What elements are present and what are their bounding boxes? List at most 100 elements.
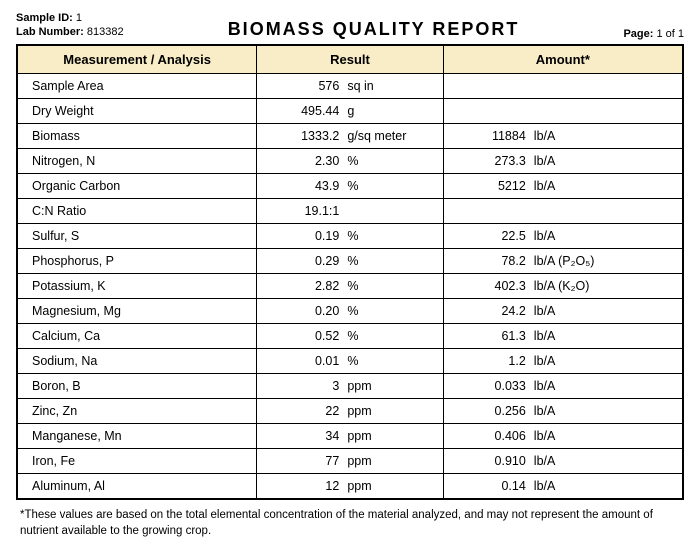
cell-amount-value: 402.3 [443,274,530,299]
cell-result-value: 0.29 [257,249,344,274]
cell-result-unit: sq in [343,74,443,99]
table-row: C:N Ratio19.1:1 [17,199,683,224]
cell-amount-unit: lb/A (P₂O₅) [530,249,683,274]
cell-amount-unit: lb/A [530,174,683,199]
cell-amount-unit: lb/A [530,424,683,449]
cell-amount-value: 24.2 [443,299,530,324]
table-row: Biomass1333.2g/sq meter11884lb/A [17,124,683,149]
cell-result-unit: % [343,249,443,274]
cell-result-value: 495.44 [257,99,344,124]
cell-measurement: Iron, Fe [17,449,257,474]
cell-result-unit: ppm [343,449,443,474]
cell-result-value: 2.82 [257,274,344,299]
cell-measurement: Magnesium, Mg [17,299,257,324]
header-right: Page: 1 of 1 [623,28,684,40]
cell-measurement: Boron, B [17,374,257,399]
cell-measurement: Sulfur, S [17,224,257,249]
cell-amount-unit: lb/A [530,224,683,249]
cell-amount-unit: lb/A [530,124,683,149]
cell-measurement: Calcium, Ca [17,324,257,349]
table-row: Potassium, K2.82%402.3lb/A (K₂O) [17,274,683,299]
cell-amount-unit [530,74,683,99]
sample-id-value: 1 [76,12,82,24]
cell-measurement: Zinc, Zn [17,399,257,424]
cell-result-unit: % [343,174,443,199]
cell-measurement: Nitrogen, N [17,149,257,174]
report-header: Sample ID: 1 Lab Number: 813382 BIOMASS … [16,12,684,40]
cell-measurement: Phosphorus, P [17,249,257,274]
cell-amount-value: 61.3 [443,324,530,349]
report-table: Measurement / Analysis Result Amount* Sa… [16,44,684,500]
cell-result-value: 77 [257,449,344,474]
table-row: Organic Carbon43.9%5212lb/A [17,174,683,199]
cell-result-unit: ppm [343,399,443,424]
cell-result-value: 12 [257,474,344,500]
cell-amount-value: 0.910 [443,449,530,474]
cell-measurement: C:N Ratio [17,199,257,224]
col-header-amount: Amount* [443,45,683,74]
cell-result-unit: ppm [343,424,443,449]
cell-result-unit: % [343,349,443,374]
sample-id-label: Sample ID: [16,12,73,24]
cell-amount-value [443,199,530,224]
cell-result-unit: ppm [343,374,443,399]
table-row: Sample Area576sq in [17,74,683,99]
cell-result-unit [343,199,443,224]
cell-result-value: 0.20 [257,299,344,324]
cell-amount-unit: lb/A [530,324,683,349]
cell-amount-unit: lb/A (K₂O) [530,274,683,299]
cell-result-value: 0.52 [257,324,344,349]
cell-result-unit: % [343,324,443,349]
cell-amount-unit: lb/A [530,399,683,424]
col-header-result: Result [257,45,443,74]
cell-amount-value: 0.033 [443,374,530,399]
cell-measurement: Manganese, Mn [17,424,257,449]
cell-result-value: 34 [257,424,344,449]
cell-result-value: 0.01 [257,349,344,374]
table-body: Sample Area576sq inDry Weight495.44gBiom… [17,74,683,500]
header-left: Sample ID: 1 Lab Number: 813382 [16,12,124,40]
table-head: Measurement / Analysis Result Amount* [17,45,683,74]
cell-result-value: 19.1:1 [257,199,344,224]
cell-result-value: 1333.2 [257,124,344,149]
table-row: Sulfur, S0.19%22.5lb/A [17,224,683,249]
table-row: Calcium, Ca0.52%61.3lb/A [17,324,683,349]
cell-result-value: 43.9 [257,174,344,199]
cell-measurement: Sodium, Na [17,349,257,374]
cell-amount-value: 0.256 [443,399,530,424]
report-title: BIOMASS QUALITY REPORT [124,19,624,40]
cell-amount-unit: lb/A [530,449,683,474]
cell-measurement: Biomass [17,124,257,149]
lab-number-label: Lab Number: [16,26,84,38]
table-row: Zinc, Zn22ppm0.256lb/A [17,399,683,424]
cell-result-value: 3 [257,374,344,399]
cell-amount-unit: lb/A [530,374,683,399]
cell-amount-unit [530,199,683,224]
cell-measurement: Organic Carbon [17,174,257,199]
cell-amount-unit: lb/A [530,349,683,374]
cell-amount-value [443,99,530,124]
table-row: Aluminum, Al12ppm0.14lb/A [17,474,683,500]
cell-amount-value: 1.2 [443,349,530,374]
cell-result-unit: g [343,99,443,124]
cell-amount-value [443,74,530,99]
cell-result-value: 2.30 [257,149,344,174]
table-row: Sodium, Na0.01%1.2lb/A [17,349,683,374]
cell-result-unit: % [343,224,443,249]
cell-amount-value: 78.2 [443,249,530,274]
cell-measurement: Dry Weight [17,99,257,124]
cell-amount-value: 5212 [443,174,530,199]
cell-result-value: 576 [257,74,344,99]
table-row: Manganese, Mn34ppm0.406lb/A [17,424,683,449]
table-row: Magnesium, Mg0.20%24.2lb/A [17,299,683,324]
table-row: Dry Weight495.44g [17,99,683,124]
cell-measurement: Sample Area [17,74,257,99]
cell-result-value: 0.19 [257,224,344,249]
table-row: Phosphorus, P0.29%78.2lb/A (P₂O₅) [17,249,683,274]
lab-number-value: 813382 [87,26,124,38]
cell-amount-value: 273.3 [443,149,530,174]
cell-amount-unit [530,99,683,124]
page-value: 1 of 1 [656,28,684,40]
cell-amount-unit: lb/A [530,149,683,174]
cell-measurement: Aluminum, Al [17,474,257,500]
